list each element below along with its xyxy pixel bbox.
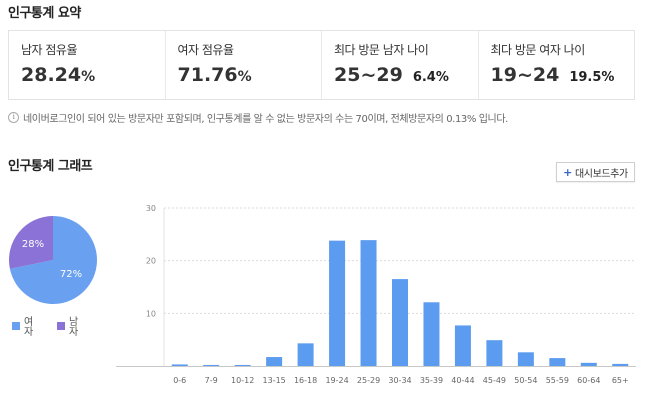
bar-13-15	[266, 357, 283, 366]
summary-female-share: 여자 점유율 71.76%	[166, 31, 322, 99]
y-tick-label: 30	[146, 204, 156, 213]
bar-10-12	[234, 364, 251, 366]
x-tick-label: 25-29	[357, 376, 380, 385]
summary-value: 19~24 19.5%	[491, 64, 635, 86]
summary-number: 19~24	[490, 64, 560, 86]
summary-value: 25~29 6.4%	[334, 64, 478, 86]
legend-swatch-male	[57, 322, 65, 330]
bar-65+	[612, 363, 629, 366]
bar-55-59	[549, 358, 566, 366]
bar-35-39	[423, 302, 440, 366]
x-tick-label: 7-9	[205, 376, 218, 385]
summary-value: 28.24%	[21, 64, 165, 86]
summary-unit: %	[237, 69, 252, 85]
x-tick-label: 55-59	[546, 376, 569, 385]
summary-label: 여자 점유율	[177, 43, 235, 57]
legend-female: 여자	[12, 318, 35, 338]
x-tick-label: 19-24	[325, 376, 348, 385]
legend-label-female: 여자	[24, 317, 34, 338]
bar-30-34	[392, 279, 408, 366]
pie-slice-male	[8, 216, 53, 269]
info-icon: i	[8, 112, 19, 123]
summary-sub-value: 19.5%	[569, 70, 615, 85]
plus-icon: +	[563, 165, 572, 179]
summary-unit: %	[81, 69, 96, 85]
summary-box: 남자 점유율 28.24% 여자 점유율 71.76% 최다 방문 남자 나이 …	[8, 30, 635, 100]
legend-male: 남자	[57, 318, 80, 338]
add-dashboard-button[interactable]: + 대시보드추가	[556, 162, 635, 182]
pie-label-female: 72%	[60, 269, 82, 280]
x-tick-label: 45-49	[483, 376, 506, 385]
bar-7-9	[203, 364, 220, 366]
summary-label: 최다 방문 여자 나이	[490, 43, 586, 57]
x-tick-label: 60-64	[577, 376, 600, 385]
x-tick-label: 35-39	[420, 376, 443, 385]
legend-label-male: 남자	[69, 317, 79, 338]
x-tick-label: 0-6	[173, 376, 186, 385]
info-note-text: 네이버로그인이 되어 있는 방문자만 포함되며, 인구통계를 알 수 없는 방문…	[23, 114, 508, 125]
legend-swatch-female	[12, 322, 20, 330]
x-tick-label: 16-18	[294, 376, 317, 385]
bar-60-64	[580, 362, 597, 366]
bar-45-49	[486, 340, 503, 366]
info-note: i 네이버로그인이 되어 있는 방문자만 포함되며, 인구통계를 알 수 없는 …	[8, 110, 508, 125]
summary-number: 71.76	[177, 64, 238, 86]
summary-male-share: 남자 점유율 28.24%	[9, 31, 166, 99]
pie-slice-female	[9, 216, 97, 304]
x-tick-label: 30-34	[388, 376, 411, 385]
summary-value: 71.76%	[178, 64, 322, 86]
summary-top-female-age: 최다 방문 여자 나이 19~24 19.5%	[479, 31, 635, 99]
x-tick-label: 50-54	[514, 376, 537, 385]
x-tick-label: 65+	[612, 376, 629, 385]
add-dashboard-label: 대시보드추가	[575, 168, 628, 180]
bar-16-18	[297, 343, 314, 366]
x-tick-label: 40-44	[451, 376, 474, 385]
x-tick-label: 10-12	[231, 376, 254, 385]
bar-25-29	[360, 240, 377, 366]
summary-number: 25~29	[334, 64, 403, 86]
x-tick-label: 13-15	[263, 376, 286, 385]
bar-40-44	[454, 325, 471, 366]
bar-0-6	[171, 364, 188, 366]
summary-number: 28.24	[21, 64, 82, 86]
y-tick-label: 20	[146, 257, 156, 266]
bar-50-54	[517, 352, 534, 366]
summary-label: 남자 점유율	[21, 43, 78, 57]
bar-19-24	[329, 240, 346, 366]
summary-sub-value: 6.4%	[412, 70, 449, 85]
y-tick-label: 10	[146, 309, 156, 318]
pie-chart: 28% 72%	[8, 216, 97, 304]
graph-title: 인구통계 그래프	[8, 159, 93, 174]
pie-label-male: 28%	[22, 239, 44, 250]
summary-top-male-age: 최다 방문 남자 나이 25~29 6.4%	[322, 31, 479, 99]
summary-title: 인구통계 요약	[8, 6, 81, 21]
summary-label: 최다 방문 남자 나이	[334, 43, 429, 57]
